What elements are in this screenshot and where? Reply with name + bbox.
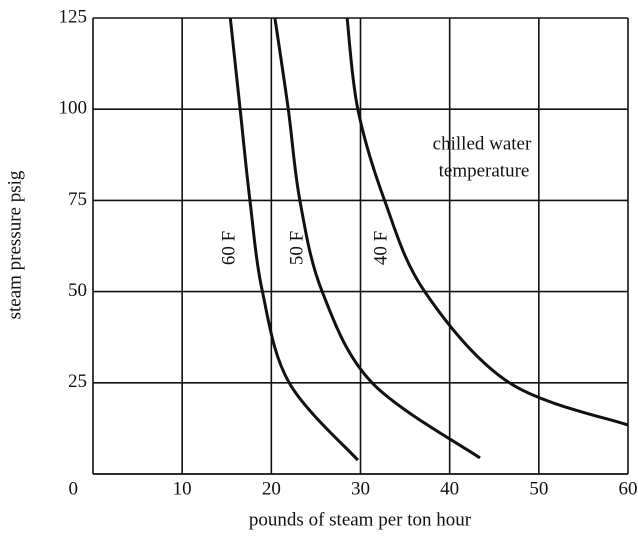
y-tick-label: 50 [68, 280, 87, 301]
annotation: temperature [439, 160, 530, 181]
y-tick-label: 125 [59, 6, 88, 27]
y-axis-label: steam pressure psig [4, 170, 25, 319]
y-tick-label: 0 [69, 478, 79, 499]
x-tick-label: 10 [173, 478, 192, 499]
line-series [273, 17, 481, 460]
y-tick-label: 100 [59, 98, 88, 119]
series-label: 40 F [370, 231, 391, 265]
x-axis-label: pounds of steam per ton hour [249, 509, 472, 530]
line-series [345, 17, 629, 427]
x-tick-label: 30 [351, 478, 370, 499]
x-tick-label: 50 [529, 478, 548, 499]
line-series [228, 17, 359, 462]
series-label: 60 F [218, 231, 239, 265]
x-tick-label: 60 [619, 478, 638, 499]
y-tick-label: 25 [68, 371, 87, 392]
x-tick-label: 20 [262, 478, 281, 499]
annotation: chilled water [433, 133, 532, 154]
x-tick-label: 40 [440, 478, 459, 499]
y-tick-label: 75 [68, 189, 87, 210]
series-label: 50 F [286, 231, 307, 265]
